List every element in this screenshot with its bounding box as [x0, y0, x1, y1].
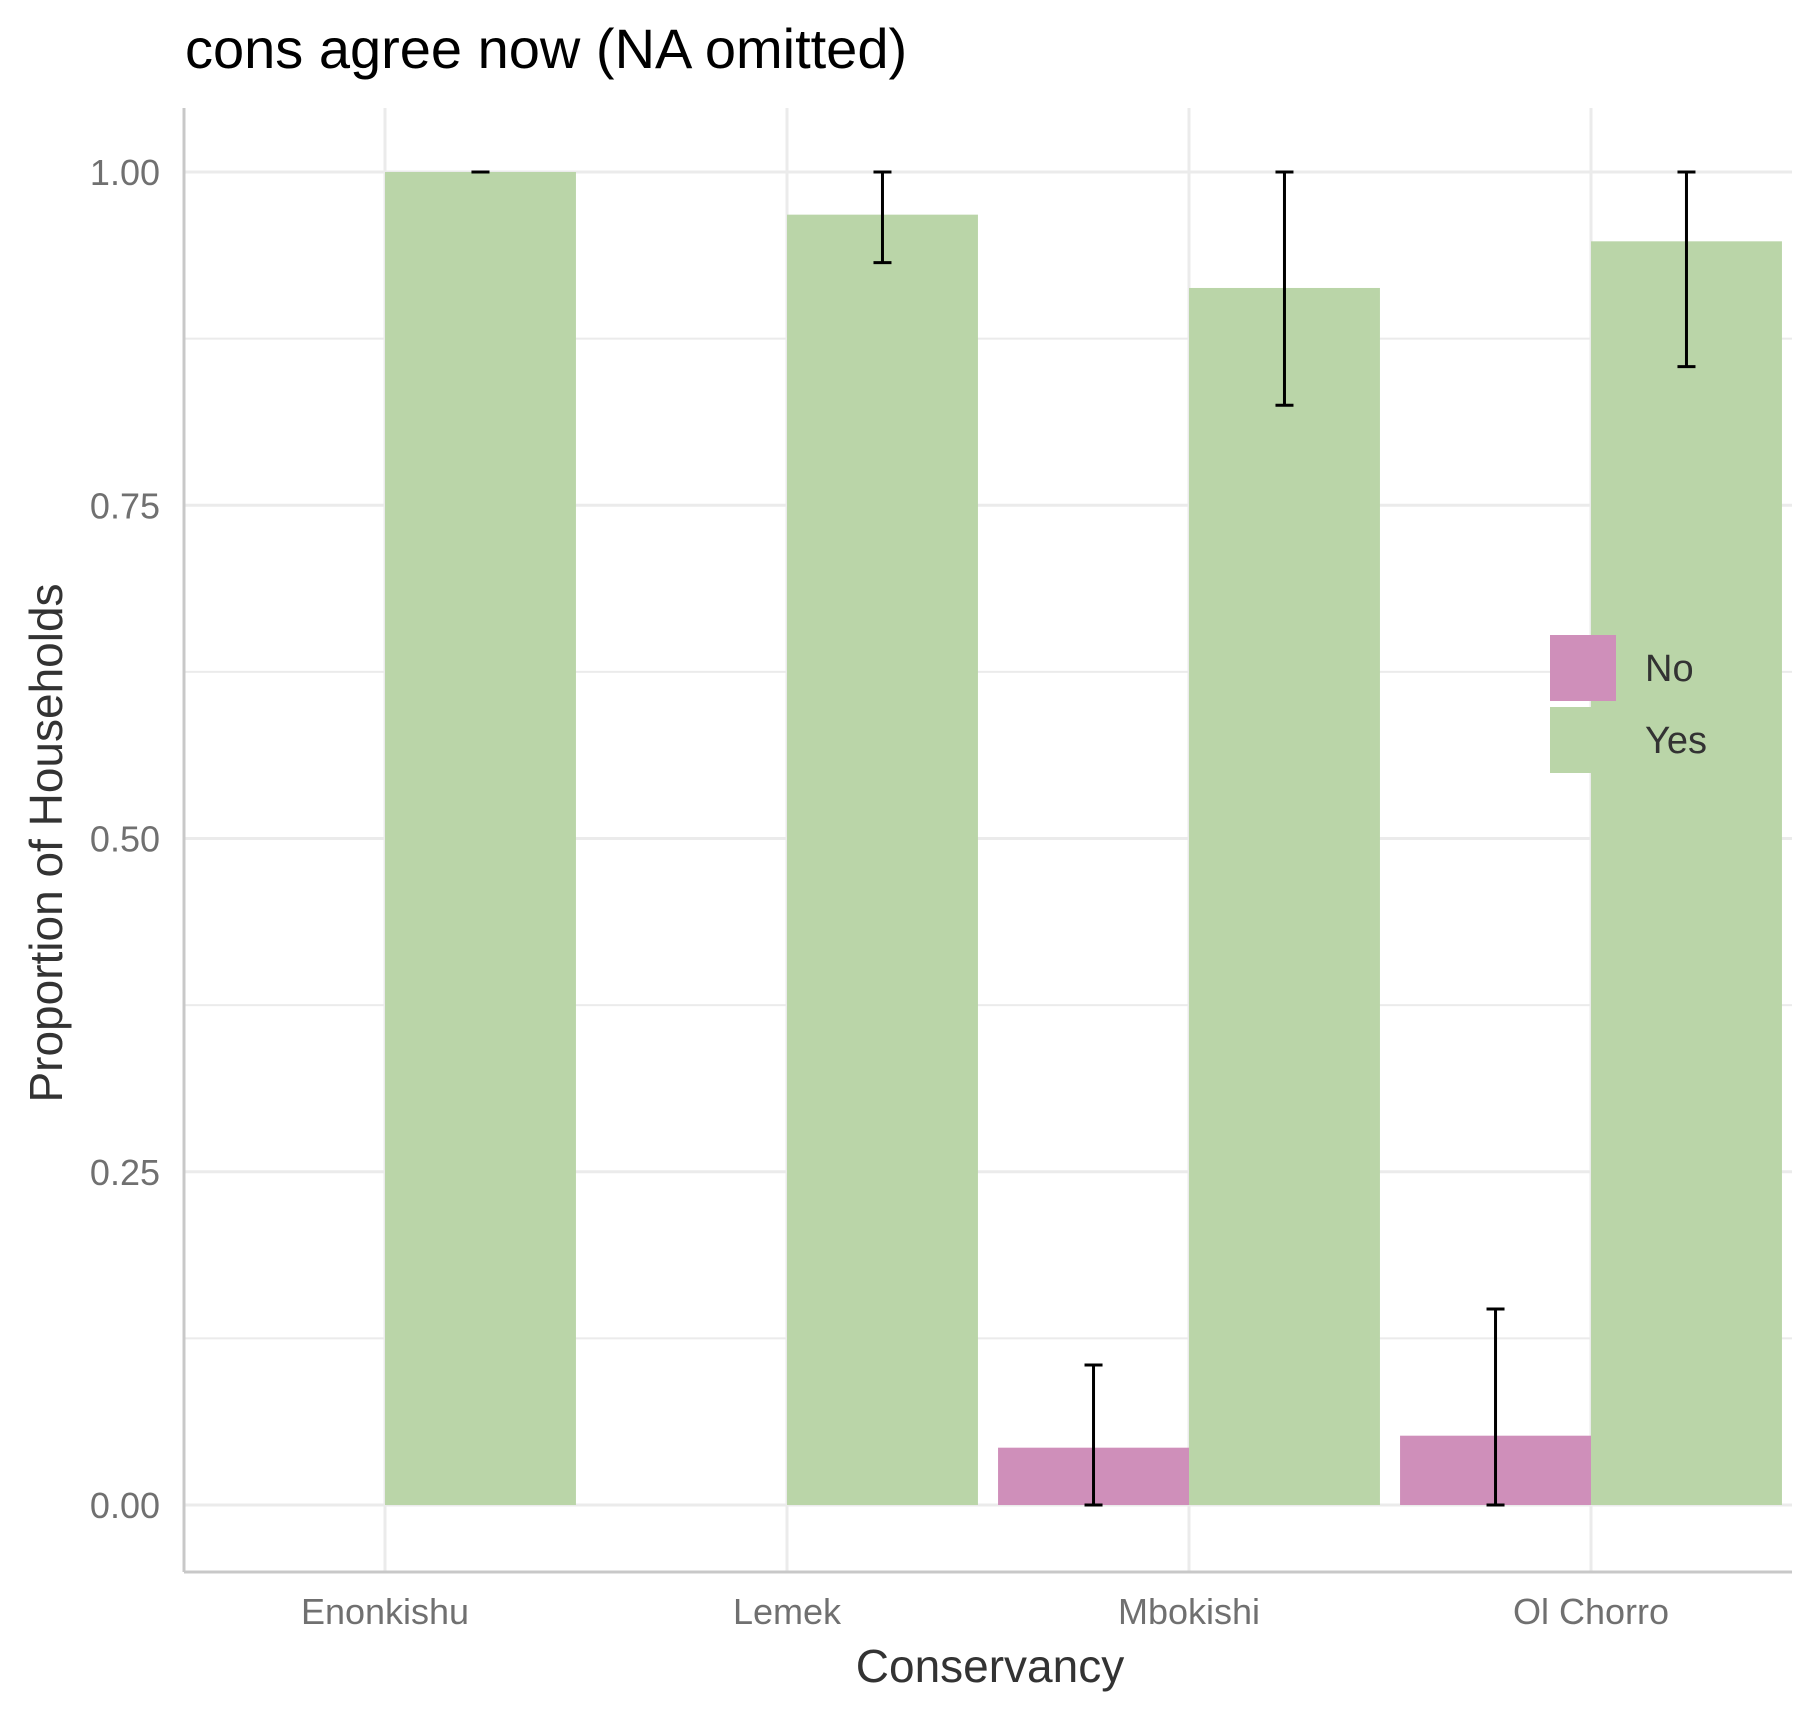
- error-bar-yes: [873, 170, 892, 265]
- legend-swatch-yes: [1550, 707, 1616, 773]
- x-tick-label: Lemek: [733, 1591, 842, 1632]
- error-bar-no: [1486, 1307, 1505, 1507]
- error-bar-yes: [1275, 170, 1294, 407]
- legend-label-yes: Yes: [1645, 720, 1707, 762]
- axes: [182, 108, 1792, 1574]
- error-bars: [471, 170, 1696, 1507]
- error-bar-no: [1084, 1363, 1103, 1507]
- legend: No Yes: [1550, 635, 1707, 773]
- error-bar-yes: [1677, 170, 1696, 369]
- y-tick-label: 0.25: [90, 1152, 160, 1193]
- y-tick-label: 0.50: [90, 819, 160, 860]
- bar-yes: [787, 214, 978, 1505]
- y-axis-title: Proportion of Households: [20, 583, 72, 1102]
- bar-yes: [1591, 241, 1782, 1505]
- x-tick-label: Ol Chorro: [1513, 1591, 1669, 1632]
- chart-title: cons agree now (NA omitted): [185, 17, 907, 80]
- legend-label-no: No: [1645, 648, 1694, 690]
- bar-yes: [385, 172, 576, 1505]
- legend-swatch-no: [1550, 635, 1616, 701]
- y-tick-labels: 0.00 0.25 0.50 0.75 1.00: [90, 152, 160, 1526]
- x-tick-label: Enonkishu: [301, 1591, 469, 1632]
- y-tick-label: 1.00: [90, 152, 160, 193]
- x-tick-labels: Enonkishu Lemek Mbokishi Ol Chorro: [301, 1591, 1669, 1632]
- y-tick-label: 0.75: [90, 485, 160, 526]
- x-tick-label: Mbokishi: [1118, 1591, 1260, 1632]
- bar-yes: [1189, 287, 1380, 1506]
- y-tick-label: 0.00: [90, 1485, 160, 1526]
- bars: [385, 172, 1782, 1506]
- x-axis-title: Conservancy: [856, 1640, 1124, 1692]
